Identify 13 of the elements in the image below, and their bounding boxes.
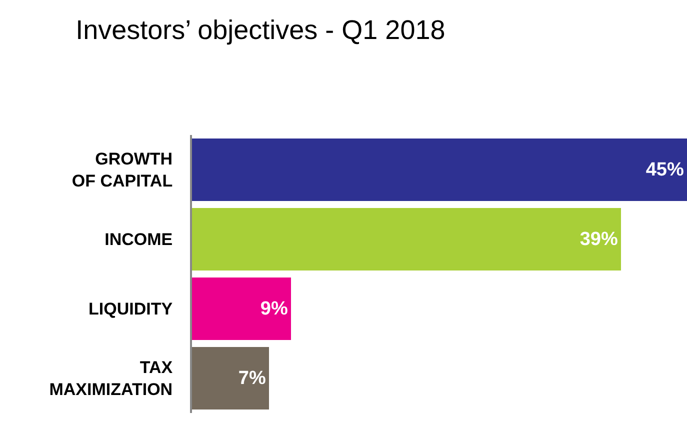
data-label: 45% xyxy=(646,159,684,180)
data-label: 9% xyxy=(260,298,288,320)
bar xyxy=(192,346,269,410)
bar xyxy=(192,138,687,202)
bar xyxy=(192,208,621,271)
bar xyxy=(192,277,291,340)
data-label: 7% xyxy=(238,368,266,389)
y-tick-label: TAX MAXIMIZATION xyxy=(49,358,174,400)
chart-title: Investors’ objectives - Q1 2018 xyxy=(76,15,446,46)
data-label: 39% xyxy=(580,228,618,250)
y-tick-label: LIQUIDITY xyxy=(88,300,174,319)
y-tick-label: INCOME xyxy=(104,230,173,250)
y-tick-label: GROWTH OF CAPITAL xyxy=(72,150,173,191)
